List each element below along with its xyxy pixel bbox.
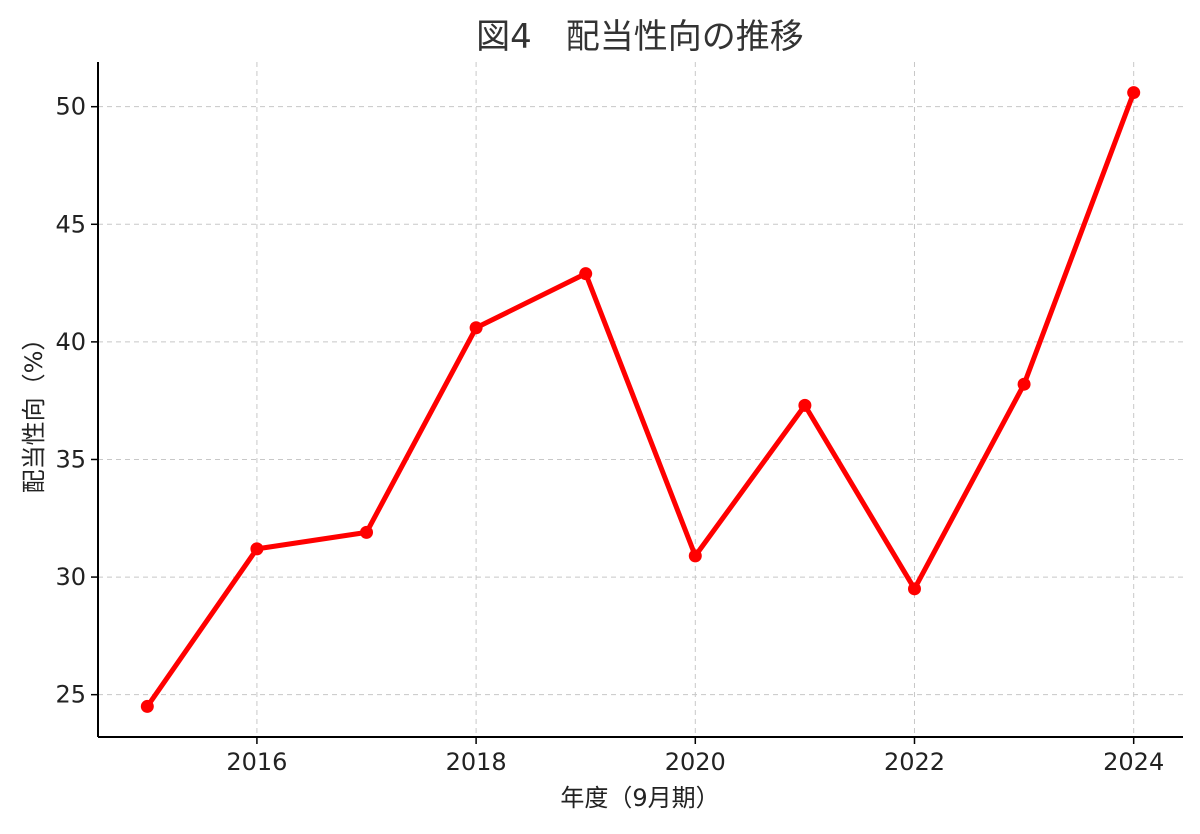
x-tick-label: 2016 — [226, 748, 287, 776]
y-tick-label: 45 — [55, 210, 86, 238]
data-point — [360, 525, 374, 539]
y-tick-label: 50 — [55, 93, 86, 121]
x-tick-label: 2024 — [1103, 748, 1164, 776]
x-tick-label: 2022 — [884, 748, 945, 776]
data-point — [579, 267, 593, 281]
data-point — [250, 542, 264, 556]
x-tick-label: 2020 — [665, 748, 726, 776]
axes — [97, 62, 1183, 738]
y-axis-label: 配当性向（%） — [20, 327, 48, 494]
x-axis-label: 年度（9月期） — [560, 784, 719, 812]
y-tick-label: 35 — [55, 445, 86, 473]
data-point — [1017, 377, 1031, 391]
grid — [98, 62, 1183, 737]
x-ticks: 2016 2018 2020 2022 2024 — [226, 737, 1164, 776]
x-tick-label: 2018 — [446, 748, 507, 776]
series-layer — [140, 86, 1141, 713]
series-line — [144, 90, 1137, 709]
data-point — [798, 398, 812, 412]
y-tick-label: 40 — [55, 328, 86, 356]
data-point — [688, 549, 702, 563]
y-ticks: 25 30 35 40 45 50 — [55, 93, 98, 709]
data-point — [140, 699, 154, 713]
y-tick-label: 30 — [55, 563, 86, 591]
chart-title: 図4 配当性向の推移 — [476, 17, 804, 57]
data-point — [469, 321, 483, 335]
y-tick-label: 25 — [55, 681, 86, 709]
data-point — [907, 582, 921, 596]
data-point — [1127, 86, 1141, 100]
